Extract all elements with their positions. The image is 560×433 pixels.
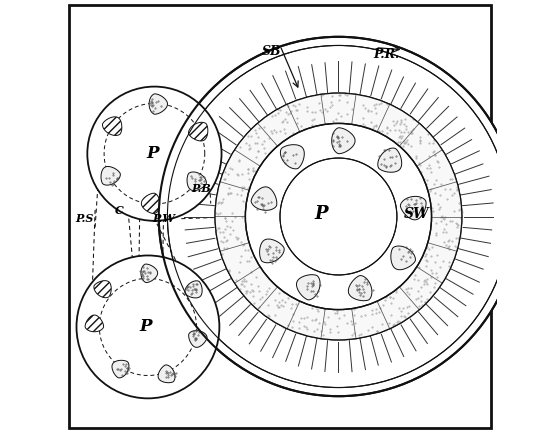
- Polygon shape: [158, 365, 175, 383]
- Polygon shape: [185, 281, 202, 298]
- Polygon shape: [101, 166, 120, 185]
- Polygon shape: [102, 117, 122, 136]
- Polygon shape: [189, 331, 207, 347]
- Circle shape: [159, 37, 518, 396]
- Polygon shape: [400, 197, 426, 220]
- Polygon shape: [141, 193, 160, 213]
- Text: C: C: [114, 204, 123, 216]
- Polygon shape: [149, 94, 167, 114]
- Polygon shape: [189, 122, 208, 141]
- Polygon shape: [251, 187, 277, 210]
- Polygon shape: [187, 172, 207, 191]
- Polygon shape: [141, 264, 158, 283]
- Polygon shape: [391, 246, 416, 270]
- Circle shape: [87, 87, 222, 221]
- Polygon shape: [378, 148, 402, 172]
- Circle shape: [280, 158, 397, 275]
- Polygon shape: [85, 315, 104, 332]
- Circle shape: [167, 45, 510, 388]
- Text: P: P: [146, 145, 158, 162]
- Circle shape: [77, 255, 220, 398]
- Polygon shape: [94, 281, 111, 298]
- Circle shape: [245, 123, 432, 310]
- Polygon shape: [112, 360, 129, 378]
- Text: P.S: P.S: [75, 213, 94, 224]
- Text: SW: SW: [404, 207, 429, 221]
- Text: P.W: P.W: [152, 213, 175, 224]
- Text: P.B: P.B: [192, 183, 211, 194]
- Circle shape: [215, 93, 462, 340]
- Polygon shape: [296, 275, 320, 300]
- Circle shape: [183, 61, 494, 372]
- Text: P: P: [314, 205, 328, 223]
- Polygon shape: [332, 128, 355, 154]
- Text: P.R.: P.R.: [373, 48, 399, 61]
- Polygon shape: [348, 275, 372, 301]
- Circle shape: [215, 93, 462, 340]
- Text: SB: SB: [262, 45, 281, 58]
- Polygon shape: [281, 145, 304, 169]
- Text: P: P: [139, 318, 152, 336]
- Polygon shape: [260, 239, 284, 263]
